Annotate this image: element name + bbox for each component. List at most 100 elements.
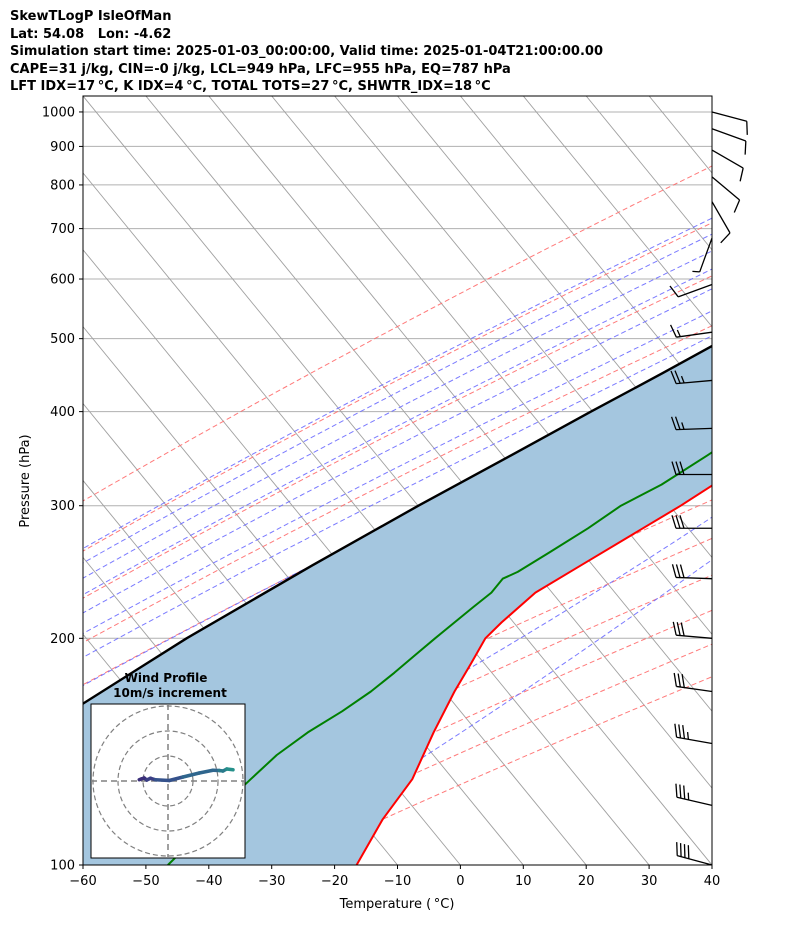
barb-staff (675, 576, 713, 580)
hodograph-segment (225, 767, 235, 772)
barb-flag (675, 461, 681, 475)
y-tick-label: 800 (50, 178, 75, 193)
barb-staff (677, 283, 713, 298)
barb-flag (675, 564, 681, 578)
chart-title: SkewTLogP IsleOfMan (10, 9, 172, 24)
barb-flag (675, 783, 678, 798)
wind-barb (671, 515, 712, 529)
hodograph-segment (167, 775, 185, 783)
isotherm-line (83, 249, 587, 865)
params-line: CAPE=31 j/kg, CIN=-0 j/kg, LCL=949 hPa, … (10, 61, 511, 77)
x-tick-label: 30 (641, 874, 658, 889)
barb-flag (669, 285, 679, 298)
barb-flag (679, 784, 682, 799)
barb-flag (675, 515, 681, 529)
hodograph: Wind Profile 10m/s increment (90, 671, 246, 859)
y-tick-label: 500 (50, 332, 75, 347)
parcel-profile-line (83, 344, 712, 706)
barb-flag (682, 725, 686, 739)
barb-flag (679, 515, 685, 529)
barb-flag (671, 515, 677, 529)
wind-barb (711, 128, 747, 155)
dry-adiabat (83, 222, 712, 552)
x-tick-label: 10 (515, 874, 532, 889)
barb-staff (676, 796, 713, 807)
dry-adiabat (83, 165, 712, 502)
y-tick-label: 400 (50, 405, 75, 420)
wind-barb (674, 723, 713, 745)
hodograph-segment (153, 778, 171, 783)
hodograph-plot (91, 704, 245, 858)
wind-barbs (669, 111, 748, 866)
wind-barb (673, 672, 713, 693)
wind-barb (671, 461, 712, 476)
x-tick-label: 40 (704, 874, 721, 889)
barb-flag (671, 461, 677, 475)
barb-half-flag (680, 375, 685, 384)
x-tick-label: 20 (578, 874, 595, 889)
barb-flag (674, 370, 681, 384)
barb-staff (676, 379, 713, 385)
hodograph-segment (181, 771, 201, 779)
barb-flag (679, 564, 685, 578)
moist-adiabat (83, 217, 712, 550)
isotherm-line (522, 96, 712, 328)
barb-staff (711, 201, 731, 234)
barb-staff (676, 331, 713, 338)
isotherm-line (145, 96, 712, 789)
barb-staff (711, 149, 744, 169)
wind-barb (675, 783, 713, 807)
wind-barb (711, 176, 741, 213)
x-axis-label: Temperature ( °C) (339, 897, 455, 912)
barb-half-flag (692, 270, 700, 273)
wind-barb (711, 111, 748, 135)
barb-flag (672, 621, 677, 636)
barb-staff (675, 427, 713, 431)
moist-adiabat (83, 288, 712, 614)
barb-staff (711, 176, 740, 201)
y-tick-label: 100 (50, 859, 75, 874)
time-line: Simulation start time: 2025-01-03_00:00:… (10, 44, 603, 59)
barb-staff (699, 237, 713, 273)
moist-adiabat (83, 268, 712, 596)
hodograph-title: Wind Profile (125, 671, 208, 685)
barb-flag (683, 785, 686, 800)
barb-half-flag (681, 422, 685, 430)
barb-flag (676, 622, 681, 636)
barb-staff (676, 634, 713, 639)
isotherm-line (397, 96, 712, 482)
barb-flag (733, 199, 741, 213)
moist-adiabat (83, 250, 712, 579)
barb-flag (670, 370, 677, 384)
wind-barb (669, 283, 713, 298)
wind-barb (676, 842, 713, 866)
barb-flag (739, 167, 744, 182)
barb-flag (680, 622, 685, 637)
y-tick-label: 900 (50, 140, 75, 155)
y-tick-label: 700 (50, 222, 75, 237)
wind-barb (670, 370, 713, 385)
barb-staff (677, 855, 713, 866)
y-tick-label: 1000 (42, 105, 75, 120)
wind-barb (711, 201, 731, 244)
wind-barb (669, 324, 713, 338)
x-tick-label: 0 (456, 874, 464, 889)
hodograph-ring (117, 730, 219, 832)
wind-barb (692, 237, 713, 273)
barb-flag (670, 416, 677, 430)
barb-flag (677, 673, 681, 688)
barb-half-flag (676, 329, 681, 337)
x-tick-label: −20 (321, 874, 348, 889)
barb-staff (676, 685, 713, 693)
barb-flag (679, 461, 685, 475)
dry-adiabat (83, 537, 712, 835)
moist-adiabat (83, 233, 712, 564)
barb-flag (681, 674, 685, 688)
location-line: Lat: 54.08 Lon: -4.62 (10, 26, 172, 42)
barb-flag (674, 416, 681, 430)
y-axis-label: Pressure (hPa) (18, 434, 33, 527)
hodograph-subtitle: 10m/s increment (113, 686, 227, 700)
y-tick-label: 600 (50, 273, 75, 288)
wind-barb (711, 149, 744, 182)
